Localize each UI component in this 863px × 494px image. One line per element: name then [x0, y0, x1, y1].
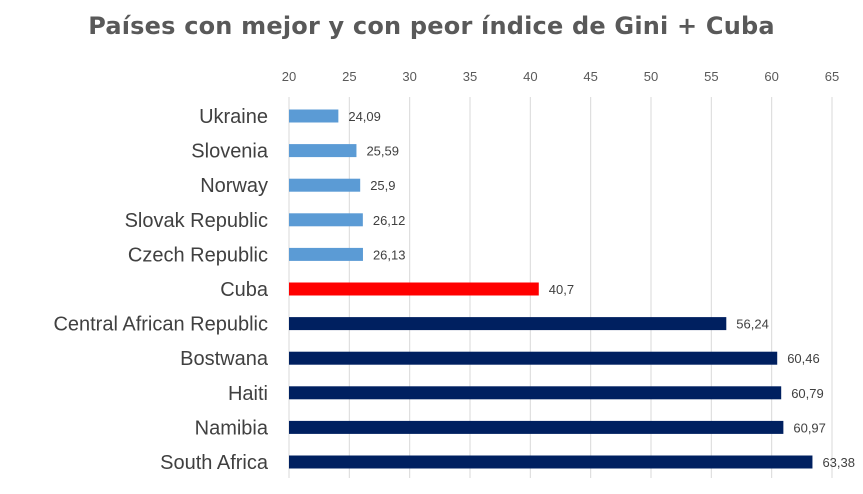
data-label-ukraine: 24,09 [348, 109, 381, 124]
x-axis-ticks: 20 25 30 35 40 45 50 55 60 65 [282, 69, 839, 84]
bar-cuba [289, 282, 539, 296]
x-tick-label-65: 65 [825, 69, 839, 84]
data-label-slovak-republic: 26,12 [373, 213, 406, 228]
data-label-haiti: 60,79 [791, 386, 824, 401]
category-label-south-africa: South Africa [160, 452, 269, 474]
bars [289, 109, 813, 469]
bar-czech-republic [289, 247, 363, 261]
category-label-haiti: Haiti [228, 383, 268, 405]
bar-south-africa [289, 455, 813, 469]
bar-namibia [289, 420, 784, 434]
data-label-central-african-republic: 56,24 [736, 317, 769, 332]
data-label-namibia: 60,97 [793, 420, 826, 435]
x-tick-label-30: 30 [402, 69, 416, 84]
bar-haiti [289, 386, 782, 400]
bar-slovak-republic [289, 213, 363, 227]
category-label-slovak-republic: Slovak Republic [125, 210, 268, 232]
data-labels: 24,09 25,59 25,9 26,12 26,13 40,7 56,24 60,46 60… [348, 109, 855, 470]
x-tick-label-20: 20 [282, 69, 296, 84]
x-tick-label-60: 60 [764, 69, 778, 84]
x-tick-label-25: 25 [342, 69, 356, 84]
x-tick-label-45: 45 [583, 69, 597, 84]
category-label-czech-republic: Czech Republic [128, 244, 268, 266]
category-label-namibia: Namibia [195, 417, 269, 439]
category-label-ukraine: Ukraine [199, 106, 268, 128]
x-tick-label-40: 40 [523, 69, 537, 84]
bar-bostwana [289, 351, 778, 365]
data-label-norway: 25,9 [370, 178, 395, 193]
x-tick-label-55: 55 [704, 69, 718, 84]
x-tick-label-50: 50 [644, 69, 658, 84]
category-label-slovenia: Slovenia [191, 141, 269, 163]
bar-central-african-republic [289, 317, 727, 331]
bar-norway [289, 178, 361, 192]
chart-title: Países con mejor y con peor índice de Gi… [88, 12, 775, 40]
category-label-cuba: Cuba [220, 279, 269, 301]
x-tick-label-35: 35 [463, 69, 477, 84]
data-label-bostwana: 60,46 [787, 351, 820, 366]
bar-ukraine [289, 109, 339, 123]
category-label-norway: Norway [200, 175, 268, 197]
data-label-slovenia: 25,59 [366, 144, 399, 159]
data-label-cuba: 40,7 [549, 282, 574, 297]
category-labels: Ukraine Slovenia Norway Slovak Republic Czec… [53, 106, 268, 474]
category-label-bostwana: Bostwana [180, 348, 269, 370]
data-label-czech-republic: 26,13 [373, 247, 406, 262]
bar-slovenia [289, 144, 357, 158]
category-label-central-african-republic: Central African Republic [53, 314, 268, 336]
data-label-south-africa: 63,38 [822, 455, 855, 470]
